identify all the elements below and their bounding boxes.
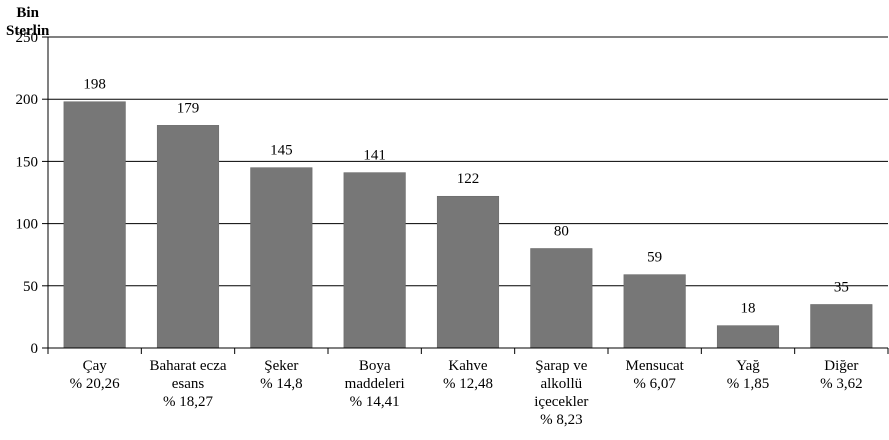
x-category-label-line: Kahve xyxy=(448,358,487,374)
x-category-label-line: % 14,8 xyxy=(260,376,303,392)
x-axis: Çay % 20,26 Baharat ecza esans % 18,27 Şeker%… xyxy=(47,347,889,428)
x-category-label-line: Yağ xyxy=(736,358,760,374)
bar-value-label: 141 xyxy=(363,148,386,164)
bar xyxy=(716,325,780,349)
bar-value-label: 145 xyxy=(270,143,293,159)
bar xyxy=(63,101,126,349)
bar-value-label: 59 xyxy=(647,250,662,266)
x-category-label-line: % 3,62 xyxy=(820,376,863,392)
bar-value-label: 122 xyxy=(457,171,480,187)
y-tick-label: 100 xyxy=(16,217,39,233)
y-tick-label: 200 xyxy=(16,92,39,108)
x-category-label-line: Boya xyxy=(359,358,391,374)
x-category-label-line: Şeker xyxy=(264,358,298,374)
y-axis: 0 50 100 150 200 250 xyxy=(16,30,49,357)
x-category-label-line: esans xyxy=(172,376,205,392)
y-unit-line-1: Bin xyxy=(16,5,39,21)
bar-value-label: 80 xyxy=(554,223,569,239)
bar-value-label: 198 xyxy=(83,77,106,93)
bar-value-label: 18 xyxy=(741,301,756,317)
bar xyxy=(343,172,406,349)
x-category-label-line: Mensucat xyxy=(626,358,685,374)
x-category-label: Kahve % 12,48 xyxy=(443,358,493,392)
x-category-label: Diğer % 3,62 xyxy=(820,358,863,392)
x-category-label: Boya maddeleri % 14,41 xyxy=(345,358,405,410)
x-category-label: Mensucat % 6,07 xyxy=(626,358,685,392)
x-category-label: Çay % 20,26 xyxy=(70,358,120,392)
x-category-label: Şarap ve alkollü içecekler % 8,23 xyxy=(534,358,588,428)
y-tick-label: 250 xyxy=(16,30,39,46)
bar xyxy=(530,248,593,349)
x-category-label-line: maddeleri xyxy=(345,376,405,392)
bars: 198 179 145 141 122 80 59 18 35 xyxy=(63,77,873,349)
x-category-label-line: % 12,48 xyxy=(443,376,493,392)
bar xyxy=(250,167,313,349)
bar xyxy=(156,125,220,349)
y-unit-line-2: Sterlin xyxy=(6,23,50,39)
x-category-label-line: Şarap ve xyxy=(535,358,587,374)
y-tick-label: 0 xyxy=(31,341,39,357)
x-category-label: Baharat ecza esans % 18,27 xyxy=(149,358,226,410)
y-axis-unit-label: Bin Sterlin xyxy=(6,4,49,40)
x-category-label-line: % 8,23 xyxy=(540,412,583,428)
x-category-label-line: Baharat ecza xyxy=(149,358,226,374)
x-category-label-line: Diğer xyxy=(824,358,858,374)
y-tick-label: 50 xyxy=(23,279,38,295)
bar xyxy=(623,274,686,349)
bar-value-label: 179 xyxy=(177,100,200,116)
x-category-label-line: % 14,41 xyxy=(350,394,400,410)
x-category-label-line: alkollü xyxy=(540,376,582,392)
x-category-label-line: % 6,07 xyxy=(633,376,676,392)
x-category-label-line: % 20,26 xyxy=(70,376,120,392)
y-tick-label: 150 xyxy=(16,154,39,170)
bar-value-label: 35 xyxy=(834,279,849,295)
x-category-label: Şeker % 14,8 xyxy=(260,358,303,392)
x-category-label-line: içecekler xyxy=(534,394,588,410)
x-category-label-line: % 18,27 xyxy=(163,394,213,410)
x-category-label-line: Çay xyxy=(83,358,108,374)
bar xyxy=(436,195,500,349)
x-category-label: Yağ % 1,85 xyxy=(727,358,770,392)
x-category-label-line: % 1,85 xyxy=(727,376,770,392)
bar xyxy=(810,304,873,349)
